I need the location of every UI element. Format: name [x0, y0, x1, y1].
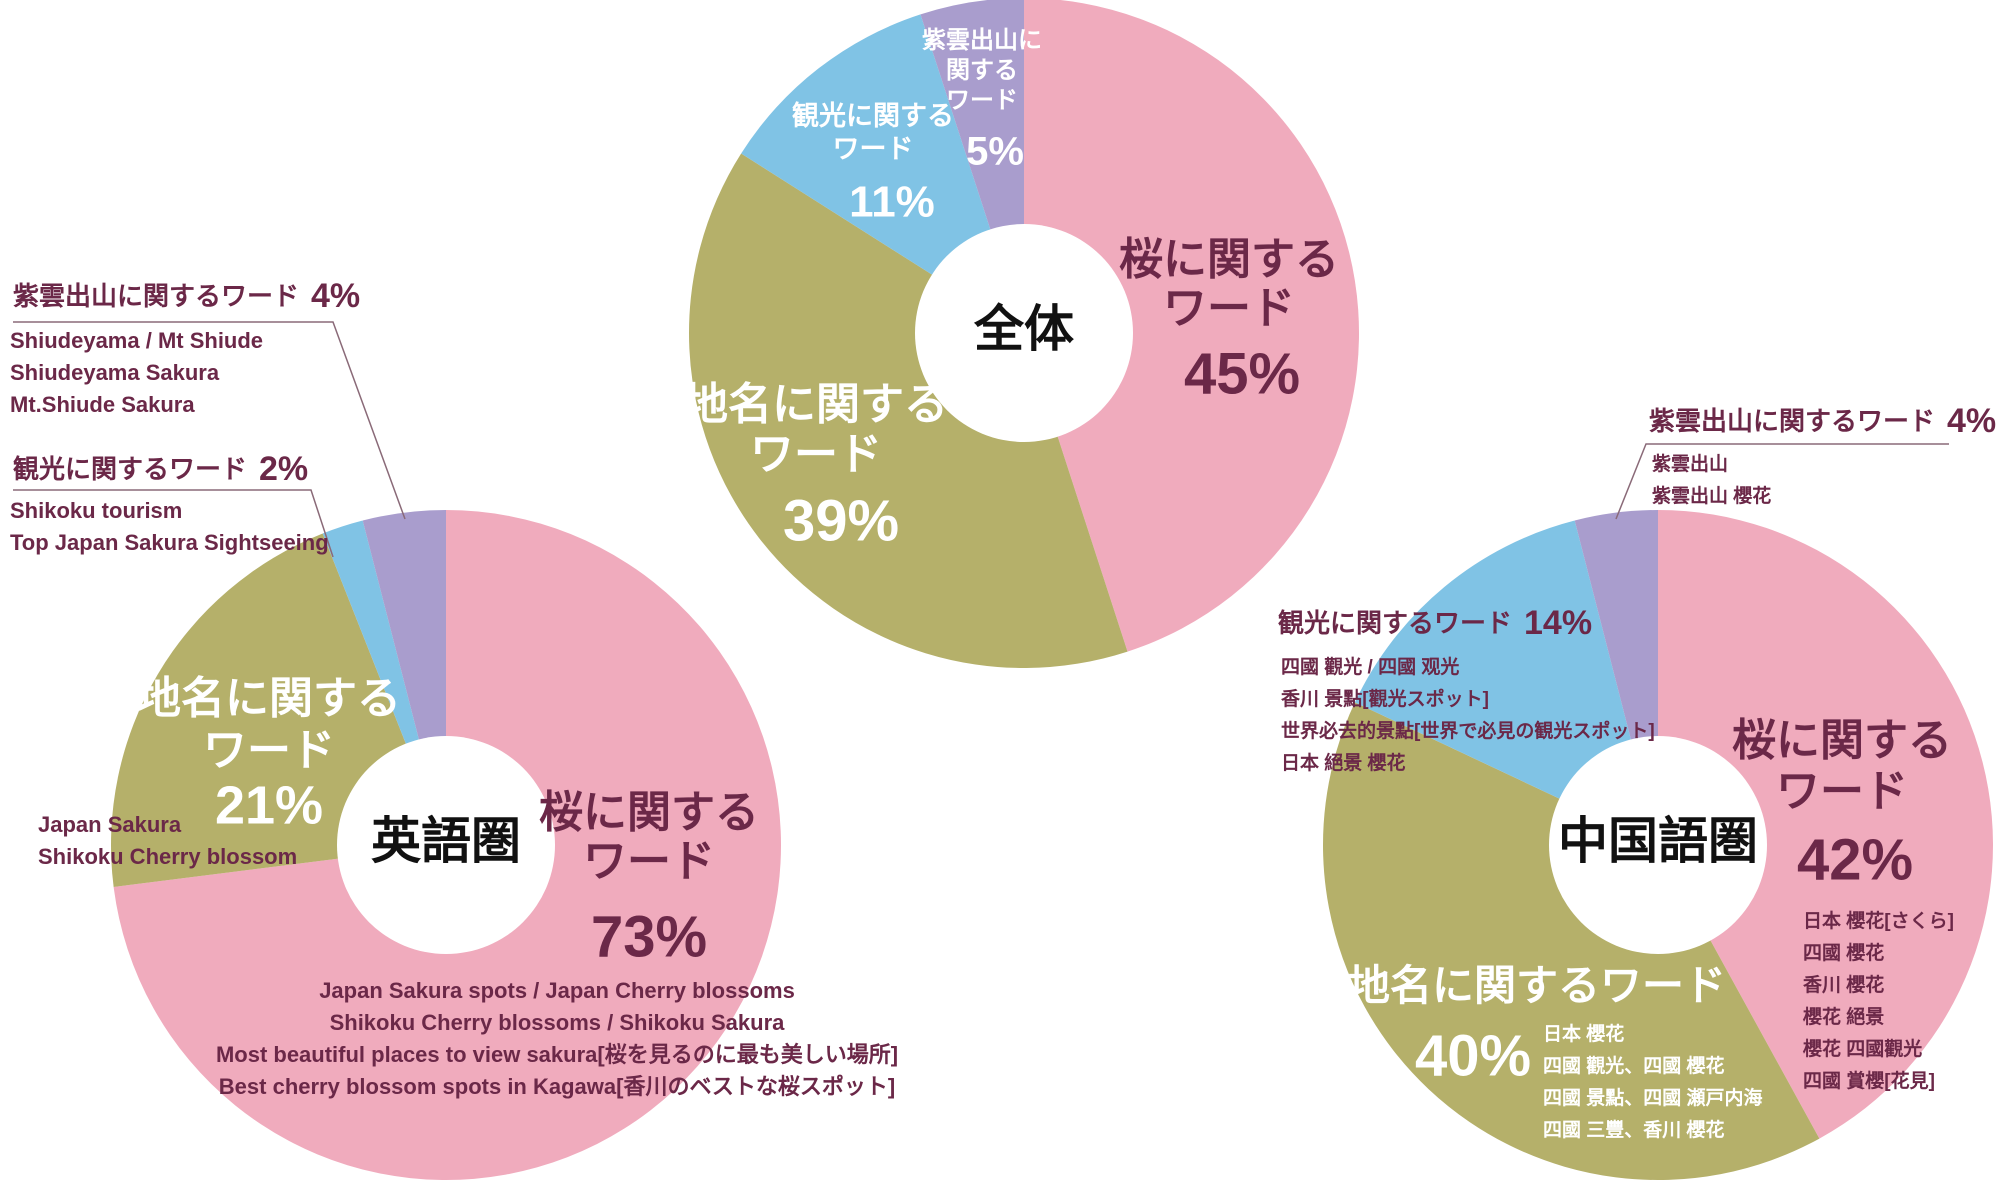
keyword: 四國 景點、四國 瀬戸内海: [1543, 1086, 1763, 1109]
center-label: 全体: [973, 301, 1074, 357]
value-label: 73%: [591, 904, 707, 969]
keyword: 櫻花 絕景: [1802, 1005, 1884, 1028]
keyword: Shikoku Cherry blossom: [38, 844, 297, 869]
keyword: Best cherry blossom spots in Kagawa[香川のベ…: [219, 1074, 895, 1099]
keyword: 紫雲出山: [1652, 452, 1728, 475]
keyword: 四國 櫻花: [1803, 941, 1884, 964]
leader-line: [1615, 443, 1949, 520]
category-label: 桜に関するワード: [1119, 235, 1339, 333]
category-label: 桜に関するワード: [539, 788, 759, 886]
category-label: 地名に関するワード: [684, 380, 948, 479]
keyword: 香川 景點[觀光スポット]: [1280, 687, 1489, 710]
keyword: 四國 觀光、四國 櫻花: [1543, 1054, 1725, 1077]
category-label: 地名に関するワード: [1348, 962, 1726, 1009]
value-label: 11%: [849, 178, 935, 227]
value-label: 2%: [259, 450, 308, 488]
pie-slice: [1024, 0, 1359, 652]
keyword: Japan Sakura spots / Japan Cherry blosso…: [319, 978, 795, 1003]
keyword: 四國 賞櫻[花見]: [1803, 1069, 1935, 1092]
keyword: 日本 絕景 櫻花: [1281, 751, 1406, 774]
category-label: 紫雲出山に関するワード: [922, 27, 1042, 114]
donut-chart: 全体桜に関するワード45%地名に関するワード39%観光に関するワード11%紫雲出…: [684, 0, 1359, 668]
category-line: 桜に関する: [1119, 235, 1339, 284]
keyword: 香川 櫻花: [1802, 973, 1884, 996]
category-label: 観光に関するワード: [792, 100, 954, 164]
keyword: 四國 三豐、香川 櫻花: [1543, 1118, 1725, 1141]
keyword: Japan Sakura: [38, 812, 182, 837]
category-line: ワード: [583, 837, 715, 886]
category-label: 地名に関するワード: [137, 674, 401, 775]
keyword: 世界必去的景點[世界で必見の観光スポット]: [1281, 719, 1655, 742]
pie-slice: [1658, 510, 1994, 1139]
category-line: ワード: [833, 134, 914, 164]
category-line: 紫雲出山に: [922, 27, 1042, 54]
donut-hole: [915, 224, 1133, 442]
keyword: Top Japan Sakura Sightseeing: [10, 530, 329, 555]
keyword: Shikoku Cherry blossoms / Shikoku Sakura: [330, 1010, 786, 1035]
value-label: 39%: [783, 488, 899, 553]
leader-line: [13, 321, 406, 520]
category-line: 地名に関する: [137, 674, 401, 723]
category-line: ワード: [750, 430, 882, 479]
center-label: 英語圏: [371, 813, 521, 869]
keyword: Shikoku tourism: [10, 498, 182, 523]
center-label: 中国語圏: [1558, 813, 1758, 869]
category-line: 関する: [946, 57, 1018, 84]
leader-line: [13, 489, 334, 558]
value-label: 42%: [1797, 827, 1913, 892]
value-label: 4%: [311, 277, 360, 315]
keyword: 日本 櫻花: [1543, 1022, 1624, 1045]
pie-slice: [689, 153, 1128, 668]
category-label: 観光に関するワード: [13, 454, 247, 484]
category-line: 観光に関する: [792, 100, 954, 131]
category-label: 紫雲出山に関するワード: [1649, 406, 1935, 436]
pie-slice: [1323, 702, 1820, 1180]
value-label: 40%: [1415, 1023, 1531, 1088]
category-line: 桜に関する: [1732, 716, 1952, 765]
donut-hole: [1549, 736, 1767, 954]
keyword: Mt.Shiude Sakura: [10, 392, 195, 417]
value-label: 4%: [1947, 402, 1996, 440]
category-line: ワード: [1776, 767, 1908, 816]
keyword: 四國 觀光 / 四國 观光: [1281, 655, 1459, 678]
category-label: 観光に関するワード: [1278, 608, 1512, 638]
category-line: ワード: [1163, 284, 1295, 333]
keyword: 日本 櫻花[さくら]: [1803, 909, 1954, 932]
value-label: 5%: [966, 130, 1024, 174]
pie-slice: [1354, 520, 1658, 845]
category-label: 紫雲出山に関するワード: [13, 281, 299, 311]
keyword: Shiudeyama Sakura: [10, 360, 220, 385]
keyword: Most beautiful places to view sakura[桜を見…: [216, 1042, 898, 1067]
value-label: 45%: [1184, 341, 1300, 406]
category-label: 桜に関するワード: [1732, 716, 1952, 816]
keyword: Shiudeyama / Mt Shiude: [10, 328, 263, 353]
value-label: 14%: [1524, 604, 1592, 642]
keyword: 紫雲出山 櫻花: [1652, 484, 1771, 507]
category-line: ワード: [203, 726, 335, 775]
category-line: 桜に関する: [539, 788, 759, 837]
donut-hole: [337, 736, 555, 954]
category-line: 地名に関する: [684, 380, 948, 429]
category-line: ワード: [946, 87, 1018, 114]
keyword: 櫻花 四國觀光: [1802, 1037, 1922, 1060]
value-label: 21%: [215, 775, 323, 835]
